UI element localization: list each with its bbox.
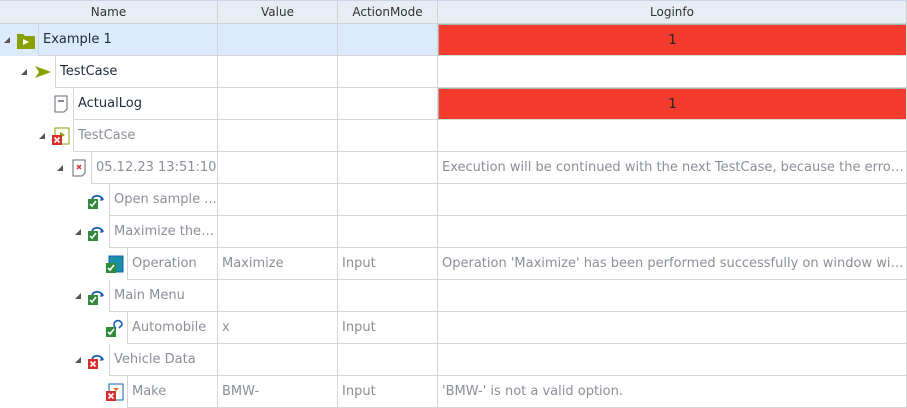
execution-tree: Example 1 1 TestCase ActualLog 1 TestCase 05.1… [0,24,907,408]
row-value[interactable] [218,152,338,184]
row-value[interactable] [218,120,338,152]
row-loginfo: 1 [438,88,907,120]
expand-toggle-icon[interactable] [75,357,81,363]
row-value[interactable] [218,216,338,248]
name-column: Make [0,376,218,408]
row-value[interactable] [218,88,338,120]
row-loginfo [438,216,907,248]
row-name[interactable]: Vehicle Data [109,344,217,376]
link-passed-icon [106,319,123,337]
row-loginfo: 1 [438,24,907,56]
row-value[interactable] [218,280,338,312]
row-name[interactable]: Maximize the ... [109,216,217,248]
combobox-failed-icon [106,383,124,401]
row-name[interactable]: ActualLog [73,88,217,120]
row-loginfo [438,280,907,312]
header-name[interactable]: Name [0,1,218,23]
row-loginfo: 'BMW-' is not a valid option. [438,376,907,408]
row-name[interactable]: Example 1 [38,24,217,56]
folder-execution-icon [17,34,35,49]
column-header: Name Value ActionMode Loginfo [0,0,907,24]
row-loginfo [438,184,907,216]
row-value[interactable]: Maximize [218,248,338,280]
expand-toggle-icon[interactable] [21,69,27,75]
tree-row[interactable]: Vehicle Data [0,344,907,376]
row-value[interactable]: x [218,312,338,344]
row-value[interactable] [218,184,338,216]
teststep-failed-icon [88,354,104,369]
row-name[interactable]: TestCase [55,56,217,88]
tree-row[interactable]: TestCase [0,120,907,152]
tree-row[interactable]: Maximize the ... [0,216,907,248]
tree-row[interactable]: Open sample ... [0,184,907,216]
row-loginfo: Operation 'Maximize' has been performed … [438,248,907,280]
row-value[interactable]: BMW- [218,376,338,408]
expand-toggle-icon[interactable] [39,133,45,139]
row-value[interactable] [218,344,338,376]
window-operation-passed-icon [106,255,124,273]
tree-row[interactable]: 05.12.23 13:51:10 Execution will be conti… [0,152,907,184]
row-name[interactable]: TestCase [73,120,217,152]
name-column: Main Menu [0,280,218,312]
execution-log-failed-icon [72,159,86,177]
row-loginfo [438,344,907,376]
testcase-failed-icon [52,127,70,145]
row-loginfo [438,312,907,344]
tree-row[interactable]: Operation Maximize Input Operation 'Maximiz… [0,248,907,280]
expand-toggle-icon[interactable] [75,229,81,235]
header-value[interactable]: Value [218,1,338,23]
expand-toggle-icon[interactable] [57,165,63,171]
tree-row[interactable]: Example 1 1 [0,24,907,56]
row-actionmode[interactable] [338,24,438,56]
name-column: 05.12.23 13:51:10 [0,152,218,184]
name-column: TestCase [0,120,218,152]
row-actionmode[interactable] [338,56,438,88]
name-column: ActualLog [0,88,218,120]
header-loginfo[interactable]: Loginfo [438,1,907,23]
row-actionmode[interactable] [338,344,438,376]
teststep-passed-icon [88,194,104,209]
row-loginfo [438,120,907,152]
row-actionmode[interactable]: Input [338,248,438,280]
row-name[interactable]: Make [127,376,217,408]
name-column: Operation [0,248,218,280]
expand-toggle-icon[interactable] [75,293,81,299]
row-actionmode[interactable] [338,280,438,312]
tree-row[interactable]: Make BMW- Input 'BMW-' is not a valid optio… [0,376,907,408]
name-column: Maximize the ... [0,216,218,248]
name-column: Automobile [0,312,218,344]
header-actionmode[interactable]: ActionMode [338,1,438,23]
row-actionmode[interactable] [338,88,438,120]
name-column: Vehicle Data [0,344,218,376]
row-actionmode[interactable] [338,120,438,152]
tree-row[interactable]: Main Menu [0,280,907,312]
row-actionmode[interactable] [338,184,438,216]
expand-toggle-icon[interactable] [4,37,10,43]
row-value[interactable] [218,24,338,56]
row-name[interactable]: Open sample ... [109,184,217,216]
tree-row[interactable]: TestCase [0,56,907,88]
row-actionmode[interactable] [338,216,438,248]
testcase-play-icon [35,66,51,78]
tree-row[interactable]: Automobile x Input [0,312,907,344]
tree-row[interactable]: ActualLog 1 [0,88,907,120]
row-name[interactable]: Automobile [127,312,217,344]
teststep-passed-icon [88,226,104,241]
log-document-icon [54,95,68,113]
name-column: Open sample ... [0,184,218,216]
row-name[interactable]: Operation [127,248,217,280]
name-column: Example 1 [0,24,218,56]
teststep-passed-icon [88,290,104,305]
row-value[interactable] [218,56,338,88]
row-loginfo: Execution will be continued with the nex… [438,152,907,184]
row-name[interactable]: Main Menu [109,280,217,312]
name-column: TestCase [0,56,218,88]
row-name[interactable]: 05.12.23 13:51:10 [91,152,217,184]
row-actionmode[interactable] [338,152,438,184]
row-actionmode[interactable]: Input [338,312,438,344]
row-loginfo [438,56,907,88]
row-actionmode[interactable]: Input [338,376,438,408]
